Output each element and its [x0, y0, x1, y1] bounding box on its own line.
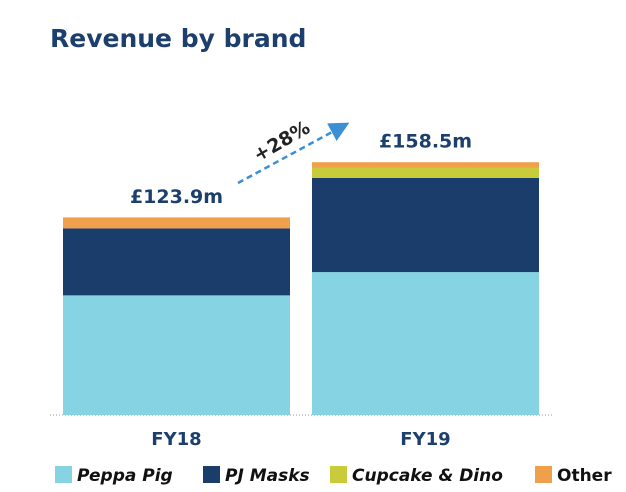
- bar-segment: [312, 162, 539, 168]
- legend-label: Peppa Pig: [77, 466, 173, 486]
- bar-segment: [63, 228, 290, 296]
- total-label: £158.5m: [379, 131, 472, 153]
- chart-title: Revenue by brand: [50, 24, 306, 53]
- bar-segment: [312, 272, 539, 415]
- bar-segment: [312, 177, 539, 273]
- x-tick-label: FY18: [151, 429, 201, 450]
- legend-label: Other: [557, 466, 612, 486]
- bar-segment: [63, 295, 290, 415]
- growth-annotation: +28%: [250, 117, 314, 167]
- bar-segment: [63, 217, 290, 229]
- x-tick-label: FY19: [400, 429, 450, 450]
- legend-label: Cupcake & Dino: [352, 466, 503, 486]
- legend-label: PJ Masks: [225, 466, 310, 486]
- growth-arrow: [237, 122, 350, 185]
- bar-segment: [312, 167, 539, 178]
- legend-swatch: [330, 466, 347, 483]
- legend-swatch: [535, 466, 552, 483]
- total-label: £123.9m: [130, 186, 223, 208]
- legend-swatch: [203, 466, 220, 483]
- legend-swatch: [55, 466, 72, 483]
